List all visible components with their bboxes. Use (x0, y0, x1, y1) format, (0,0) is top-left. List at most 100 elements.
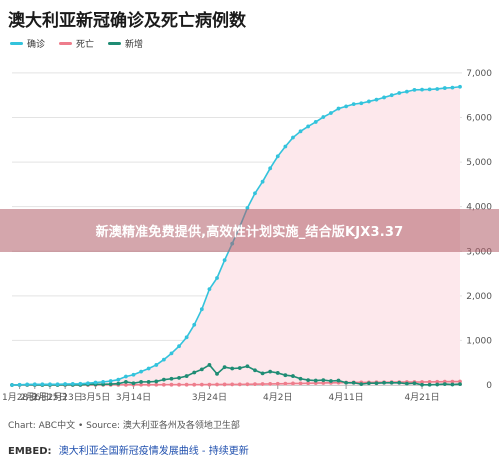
data-point-new (306, 378, 311, 382)
x-tick-label: 3月5日 (81, 392, 110, 403)
data-point-confirmed (32, 382, 37, 387)
data-point-new (154, 379, 159, 384)
data-point-confirmed (40, 382, 45, 387)
data-point-confirmed (329, 111, 333, 115)
overlay-banner[interactable]: 新澳精准免费提供,高效性计划实施_结合版KJX3.37 (0, 209, 499, 252)
data-point-new (222, 365, 227, 370)
data-point-deaths (192, 382, 197, 387)
legend-swatch-new (108, 42, 122, 45)
data-point-confirmed (93, 380, 98, 385)
x-tick-label: 1月28日 (2, 392, 37, 403)
data-point-confirmed (154, 363, 159, 367)
banner-text: 新澳精准免费提供,高效性计划实施_结合版KJX3.37 (95, 225, 404, 240)
data-point-new (131, 381, 136, 386)
y-tick-label: 2,000 (466, 292, 492, 302)
data-point-confirmed (161, 357, 166, 362)
embed-row: EMBED: 澳大利亚全国新冠疫情发展曲线 - 持续更新 (8, 442, 249, 457)
data-point-confirmed (108, 379, 113, 383)
data-point-deaths (146, 382, 151, 387)
data-point-confirmed (124, 374, 128, 379)
y-tick-label: 6,000 (466, 114, 492, 124)
data-point-new (207, 363, 212, 367)
data-point-new (192, 370, 197, 375)
data-point-confirmed (450, 85, 455, 90)
x-tick-label: 4月11日 (329, 392, 364, 403)
data-point-confirmed (260, 179, 265, 184)
data-point-confirmed (48, 382, 52, 387)
chart-legend: 确诊 死亡 新增 (10, 37, 143, 50)
data-point-new (404, 381, 409, 386)
data-point-confirmed (86, 381, 90, 386)
data-point-confirmed (336, 106, 341, 111)
data-point-new (329, 379, 333, 383)
data-point-new (344, 380, 348, 385)
data-point-new (359, 382, 364, 387)
data-point-confirmed (442, 86, 447, 90)
data-point-confirmed (25, 382, 30, 387)
legend-label-confirmed: 确诊 (27, 40, 46, 50)
data-point-deaths (169, 382, 174, 387)
data-point-new (108, 382, 113, 387)
data-point-deaths (450, 379, 455, 384)
data-point-new (435, 382, 440, 387)
data-point-new (458, 382, 462, 387)
data-point-confirmed (412, 87, 417, 92)
data-point-deaths (154, 382, 159, 387)
data-point-confirmed (382, 95, 386, 100)
data-point-deaths (260, 382, 265, 386)
data-point-confirmed (116, 377, 121, 382)
data-point-new (253, 368, 257, 373)
data-point-confirmed (313, 120, 318, 124)
data-point-deaths (237, 382, 242, 387)
y-tick-label: 1,000 (466, 336, 492, 346)
data-point-new (260, 371, 265, 376)
data-point-new (291, 374, 295, 378)
data-point-confirmed (359, 101, 364, 106)
x-tick-label: 2月23日 (48, 392, 83, 403)
data-point-deaths (321, 381, 326, 385)
data-point-confirmed (184, 335, 189, 340)
data-point-confirmed (199, 307, 204, 312)
data-point-confirmed (298, 129, 303, 134)
data-point-confirmed (70, 381, 75, 386)
embed-link[interactable]: 澳大利亚全国新冠疫情发展曲线 - 持续更新 (58, 446, 249, 457)
data-point-deaths (177, 382, 181, 387)
chart-source: Chart: ABC中文 • Source: 澳大利亚各州及各领地卫生部 (8, 421, 240, 431)
data-point-confirmed (427, 87, 432, 92)
data-point-new (336, 378, 341, 383)
data-point-confirmed (192, 322, 197, 327)
data-point-new (169, 376, 174, 381)
data-point-confirmed (169, 351, 174, 356)
data-point-confirmed (306, 124, 311, 129)
data-point-new (275, 371, 280, 375)
embed-label: EMBED: (8, 446, 52, 457)
x-tick-label: 4月2日 (263, 392, 292, 403)
data-point-deaths (306, 381, 311, 386)
data-point-new (420, 382, 424, 387)
data-point-deaths (161, 382, 166, 387)
data-point-new (374, 381, 379, 386)
data-point-deaths (420, 380, 424, 384)
legend-item-new[interactable]: 新增 (108, 37, 143, 50)
data-point-confirmed (253, 191, 257, 196)
data-point-new (298, 376, 303, 381)
data-point-deaths (124, 382, 128, 387)
data-point-deaths (275, 381, 280, 386)
data-point-deaths (283, 381, 288, 386)
data-point-new (124, 379, 128, 384)
data-point-deaths (207, 382, 212, 387)
legend-item-confirmed[interactable]: 确诊 (10, 37, 45, 50)
x-tick-label: 3月24日 (192, 392, 227, 403)
data-point-new (450, 382, 455, 387)
data-point-new (139, 379, 143, 384)
y-tick-label: 3,000 (466, 247, 492, 257)
data-point-deaths (298, 381, 303, 386)
data-point-deaths (291, 381, 295, 386)
data-point-deaths (215, 382, 219, 387)
legend-item-deaths[interactable]: 死亡 (59, 37, 94, 50)
data-point-deaths (245, 382, 250, 387)
data-point-deaths (184, 382, 189, 387)
data-point-confirmed (101, 379, 106, 384)
y-tick-label: 7,000 (466, 69, 492, 79)
data-point-confirmed (215, 276, 219, 280)
